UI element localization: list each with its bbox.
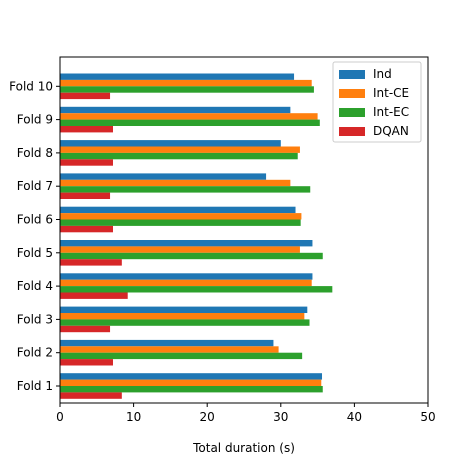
bar-int-ce-fold-9 [60,113,318,120]
bar-ind-fold-4 [60,273,313,280]
y-tick-label: Fold 7 [17,179,53,193]
bar-ind-fold-2 [60,339,274,347]
bar-ind-fold-10 [60,73,295,80]
bar-int-ec-fold-3 [60,319,310,326]
bar-dqan-fold-5 [60,259,122,266]
bar-int-ce-fold-1 [60,379,322,386]
bar-dqan-fold-6 [60,225,113,233]
legend-label: Int-EC [373,105,409,119]
legend-label: Ind [373,67,392,81]
bar-dqan-fold-9 [60,126,113,133]
bar-int-ec-fold-5 [60,252,323,260]
y-tick-label: Fold 9 [17,113,53,127]
plot-frame [59,56,429,404]
x-axis: 0 10 20 30 40 50 [56,403,436,424]
bar-dqan-fold-4 [60,292,128,299]
x-tick-label: 20 [200,410,215,424]
bar-int-ec-fold-9 [60,119,320,126]
bar-int-ce-fold-7 [60,179,291,187]
bar-int-ec-fold-8 [60,152,298,160]
x-tick-label: 50 [420,410,435,424]
bar-int-ce-fold-10 [60,79,312,87]
x-tick-label: 40 [347,410,362,424]
bar-int-ec-fold-6 [60,219,301,226]
y-tick-label: Fold 4 [17,279,53,293]
bars-layer [60,73,333,399]
y-tick-label: Fold 1 [17,379,53,393]
x-axis-label: Total duration (s) [192,441,295,455]
x-tick-label: 0 [56,410,64,424]
bar-ind-fold-3 [60,306,308,313]
legend-label: Int-CE [373,86,409,100]
bar-ind-fold-9 [60,106,291,114]
bar-ind-fold-5 [60,240,313,247]
legend-swatch-dqan [339,127,365,136]
bar-dqan-fold-1 [60,392,122,399]
y-tick-label: Fold 3 [17,312,53,326]
x-tick-label: 30 [273,410,288,424]
y-axis: Fold 1 Fold 2 Fold 3 Fold 4 Fold 5 Fold 6 Fold… [9,79,60,393]
bar-int-ce-fold-5 [60,246,300,253]
x-tick-label: 10 [126,410,141,424]
bar-int-ec-fold-2 [60,352,303,360]
bar-dqan-fold-7 [60,192,111,199]
bar-dqan-fold-8 [60,159,113,166]
bar-int-ce-fold-6 [60,213,302,220]
y-tick-label: Fold 2 [17,346,53,360]
bar-dqan-fold-3 [60,325,111,333]
bar-ind-fold-1 [60,373,323,380]
legend-swatch-ind [339,70,365,79]
bar-int-ce-fold-8 [60,146,300,153]
bar-ind-fold-7 [60,173,267,180]
y-tick-label: Fold 10 [9,79,53,93]
legend-swatch-int-ce [339,89,365,98]
y-tick-label: Fold 6 [17,213,53,227]
legend: Ind Int-CE Int-EC DQAN [332,61,422,143]
bar-ind-fold-6 [60,206,296,214]
bar-int-ec-fold-10 [60,86,314,93]
bar-int-ce-fold-3 [60,313,305,320]
bar-int-ec-fold-4 [60,286,333,293]
legend-box [332,61,422,143]
bar-dqan-fold-2 [60,359,113,366]
legend-swatch-int-ec [339,108,365,117]
y-tick-label: Fold 5 [17,246,53,260]
bar-int-ec-fold-1 [60,386,323,393]
legend-label: DQAN [373,124,409,138]
bar-int-ec-fold-7 [60,186,311,193]
y-tick-label: Fold 8 [17,146,53,160]
bar-int-ce-fold-4 [60,279,312,287]
bar-int-ce-fold-2 [60,346,279,353]
bar-dqan-fold-10 [60,92,111,100]
bar-ind-fold-8 [60,140,281,147]
